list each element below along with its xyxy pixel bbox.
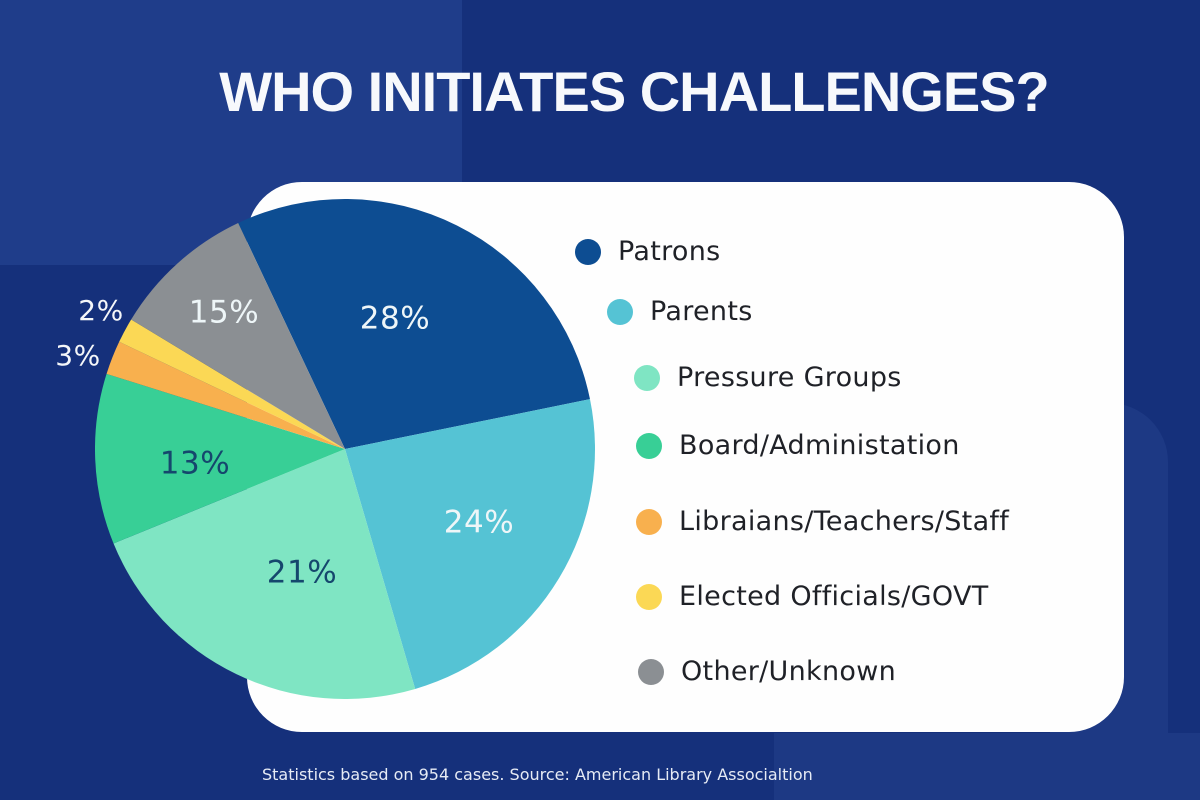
pie-slice-board-administation [95,373,345,544]
source-note: Statistics based on 954 cases. Source: A… [262,765,813,784]
legend-label-pressure-groups: Pressure Groups [677,362,902,393]
pie-value-label-other-unknown: 15% [188,294,260,331]
pie-slice-pressure-groups [113,449,416,699]
legend-item-elected-officials-govt: Elected Officials/GOVT [636,582,989,612]
legend-item-libraians-teachers-staff: Libraians/Teachers/Staff [636,507,1009,537]
legend-item-other-unknown: Other/Unknown [638,657,896,687]
legend-dot-board-administation [636,433,662,459]
legend-label-patrons: Patrons [618,236,721,267]
legend-dot-pressure-groups [634,365,660,391]
pie-legend: Patrons Parents Pressure Groups Board/Admin… [247,182,1124,732]
pie-slice-patrons [238,199,590,449]
background-accent-bottom [774,733,1200,800]
pie-chart [95,199,595,699]
pie-value-label-elected-officials-govt: 2% [78,294,124,327]
pie-slice-libraians-teachers-staff [106,341,345,449]
page-title: WHO INITIATES CHALLENGES? [219,60,1050,123]
legend-item-pressure-groups: Pressure Groups [634,363,902,393]
legend-label-other-unknown: Other/Unknown [681,656,896,687]
legend-label-elected-officials-govt: Elected Officials/GOVT [679,581,989,612]
pie-value-label-board-administation: 13% [159,445,231,482]
pie-slice-parents [345,399,595,689]
legend-dot-patrons [575,239,601,265]
legend-item-patrons: Patrons [575,237,721,267]
pie-slice-elected-officials-govt [119,319,345,449]
legend-label-parents: Parents [650,296,753,327]
legend-dot-elected-officials-govt [636,584,662,610]
legend-item-parents: Parents [607,297,753,327]
pie-value-label-pressure-groups: 21% [266,554,338,591]
pie-value-label-libraians-teachers-staff: 3% [55,339,101,372]
legend-label-libraians-teachers-staff: Libraians/Teachers/Staff [679,506,1010,537]
pie-slice-other-unknown [131,222,345,449]
legend-dot-libraians-teachers-staff [636,509,662,535]
legend-dot-other-unknown [638,659,664,685]
legend-item-board-administation: Board/Administation [636,431,960,461]
legend-dot-parents [607,299,633,325]
legend-label-board-administation: Board/Administation [679,430,960,461]
pie-chart-container: 28% 24% 21% 13% 3% 2% 15% [55,199,595,699]
pie-value-label-parents: 24% [443,504,515,541]
pie-value-label-patrons: 28% [359,300,431,337]
